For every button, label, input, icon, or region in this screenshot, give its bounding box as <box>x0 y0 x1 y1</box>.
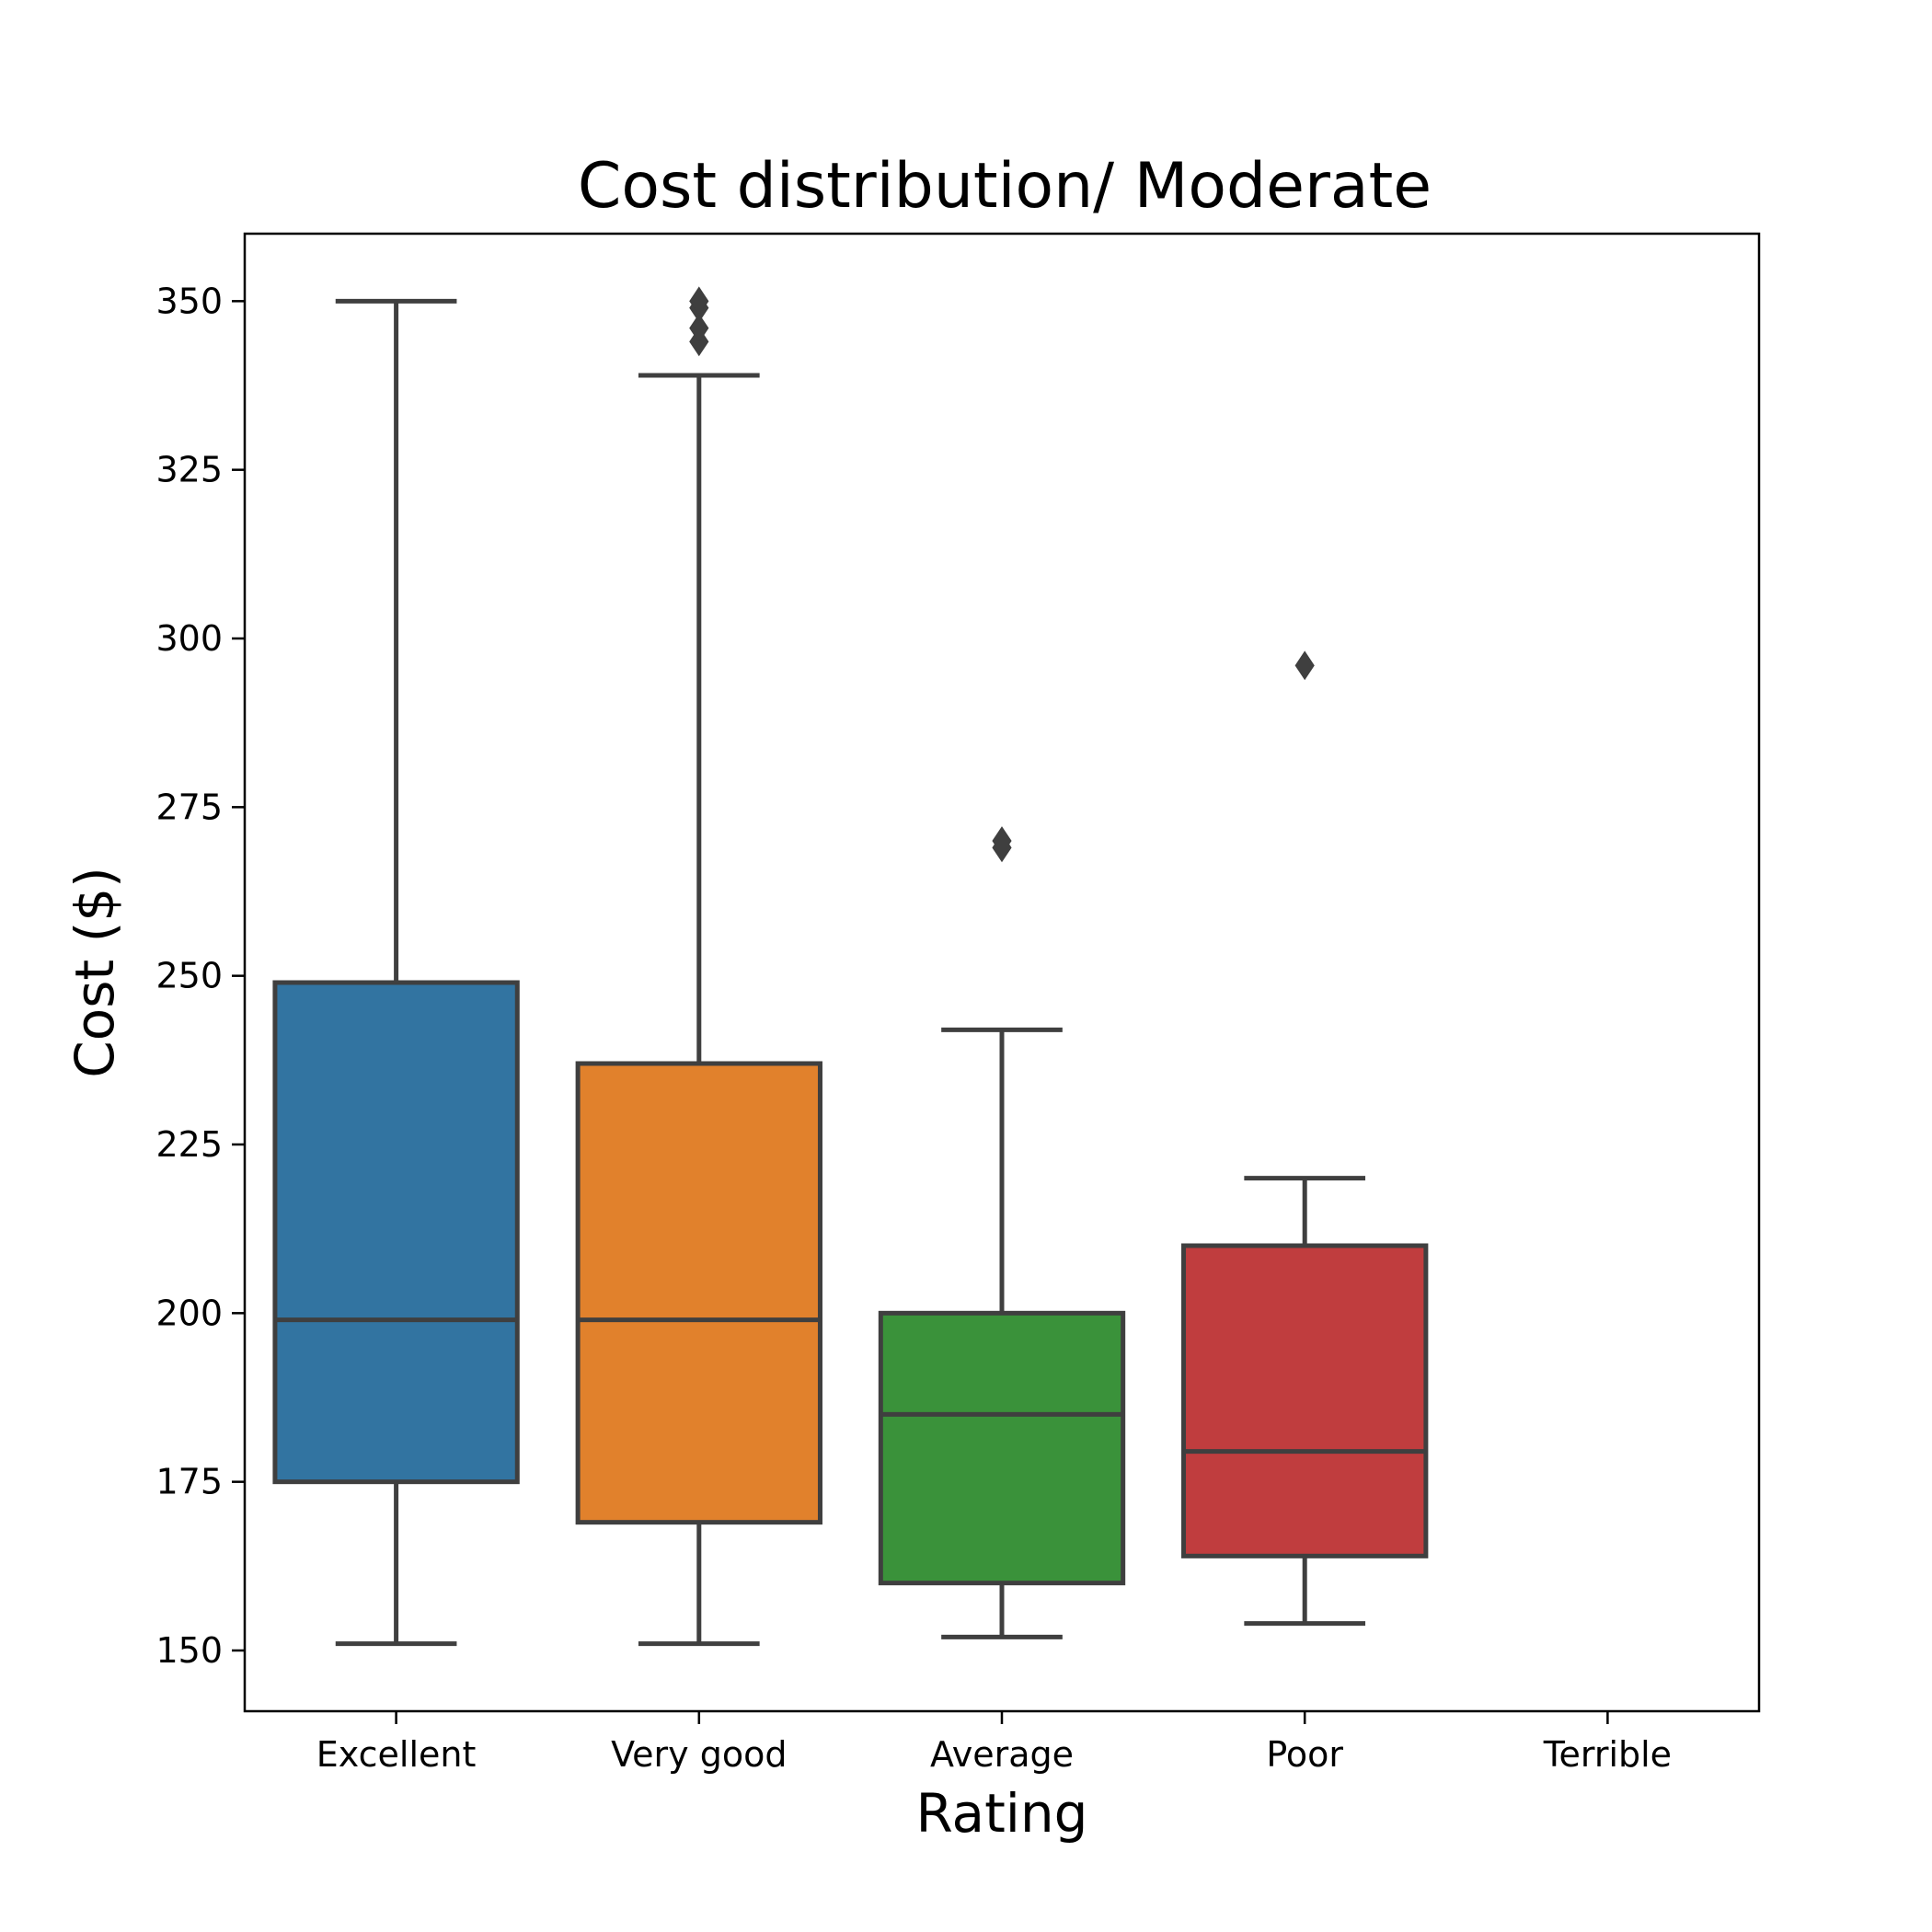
y-tick-label: 150 <box>155 1630 223 1671</box>
x-tick-label: Excellent <box>316 1734 477 1775</box>
outlier-point <box>992 826 1012 856</box>
y-tick-label: 200 <box>155 1293 223 1333</box>
outlier-point <box>689 313 709 343</box>
box-body <box>1181 1243 1429 1558</box>
outlier-point <box>689 286 709 316</box>
y-tick-label: 350 <box>155 281 223 321</box>
box-body <box>575 1061 822 1525</box>
y-tick-label: 225 <box>155 1124 223 1165</box>
box-body <box>272 980 520 1485</box>
y-tick-label: 175 <box>155 1462 223 1502</box>
x-tick-label: Very good <box>611 1734 787 1775</box>
y-tick-label: 275 <box>155 787 223 827</box>
x-tick-label: Average <box>930 1734 1074 1775</box>
box-group <box>878 826 1126 1639</box>
box-group <box>575 286 822 1647</box>
box-body <box>878 1310 1126 1586</box>
chart-title: Cost distribution/ Moderate <box>578 150 1432 223</box>
y-axis: 150 175 200 225 250 275 300 325 350 <box>155 281 245 1671</box>
box-group <box>1181 650 1429 1627</box>
y-tick-label: 300 <box>155 618 223 659</box>
y-tick-label: 250 <box>155 956 223 996</box>
outlier-point <box>1294 650 1315 681</box>
box-group <box>272 298 520 1647</box>
x-axis: Excellent Very good Average Poor Terrible <box>316 1711 1672 1775</box>
y-tick-label: 325 <box>155 450 223 490</box>
x-axis-title: Rating <box>916 1782 1088 1845</box>
plot-area <box>272 286 1429 1647</box>
x-tick-label: Terrible <box>1543 1734 1672 1775</box>
x-tick-label: Poor <box>1266 1734 1343 1775</box>
y-axis-title: Cost ($) <box>63 867 126 1078</box>
